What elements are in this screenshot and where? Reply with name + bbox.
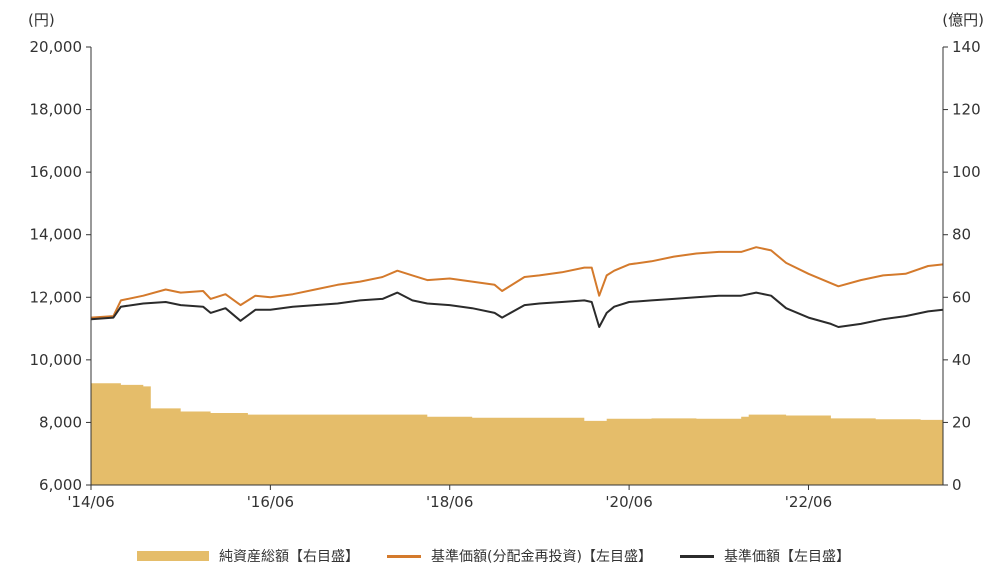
series-line-nav-reinvested [90,246,944,319]
left-tick-label: 20,000 [30,38,83,56]
right-tick-label: 80 [952,226,971,244]
legend-swatch-nav-reinvested [387,554,422,558]
x-tick-label: '20/06 [605,493,652,511]
legend: 純資産総額【右目盛】 基準価額(分配金再投資)【左目盛】 基準価額【左目盛】 [0,544,987,568]
right-tick-label: 0 [952,476,962,494]
line-layer [90,246,944,328]
legend-item-net-assets: 純資産総額【右目盛】 [137,546,359,566]
left-axis-unit: (円) [28,11,55,29]
right-tick-label: 120 [952,101,981,119]
x-tick-label: '18/06 [426,493,473,511]
axes-layer [90,47,944,486]
x-tick-label: '22/06 [785,493,832,511]
legend-label-nav: 基準価額【左目盛】 [723,549,850,565]
x-tick-label: '14/06 [67,493,114,511]
left-tick-label: 16,000 [30,163,83,181]
right-tick-label: 100 [952,163,981,181]
legend-item-nav-reinvested: 基準価額(分配金再投資)【左目盛】 [387,546,652,566]
area-layer [91,383,943,485]
right-tick-label: 20 [952,413,971,431]
legend-label-net-assets: 純資産総額【右目盛】 [219,549,360,565]
right-tick-label: 140 [952,38,981,56]
x-tick-label: '16/06 [247,493,294,511]
series-line-nav [90,291,944,328]
series-area-net-assets [91,383,943,485]
left-tick-label: 10,000 [30,351,83,369]
legend-swatch-net-assets [137,551,210,561]
left-tick-label: 12,000 [30,288,83,306]
left-tick-label: 6,000 [39,476,82,494]
left-tick-label: 14,000 [30,226,83,244]
right-tick-label: 40 [952,351,971,369]
legend-swatch-nav [679,554,714,558]
left-tick-label: 8,000 [39,413,82,431]
legend-label-nav-reinvested: 基準価額(分配金再投資)【左目盛】 [431,549,652,565]
left-tick-label: 18,000 [30,101,83,119]
right-axis-unit: (億円) [942,11,984,29]
right-tick-label: 60 [952,288,971,306]
tick-layer: 6,000 8,000 10,000 12,000 14,000 16,000 18,000… [28,11,984,511]
legend-item-nav: 基準価額【左目盛】 [679,546,850,566]
